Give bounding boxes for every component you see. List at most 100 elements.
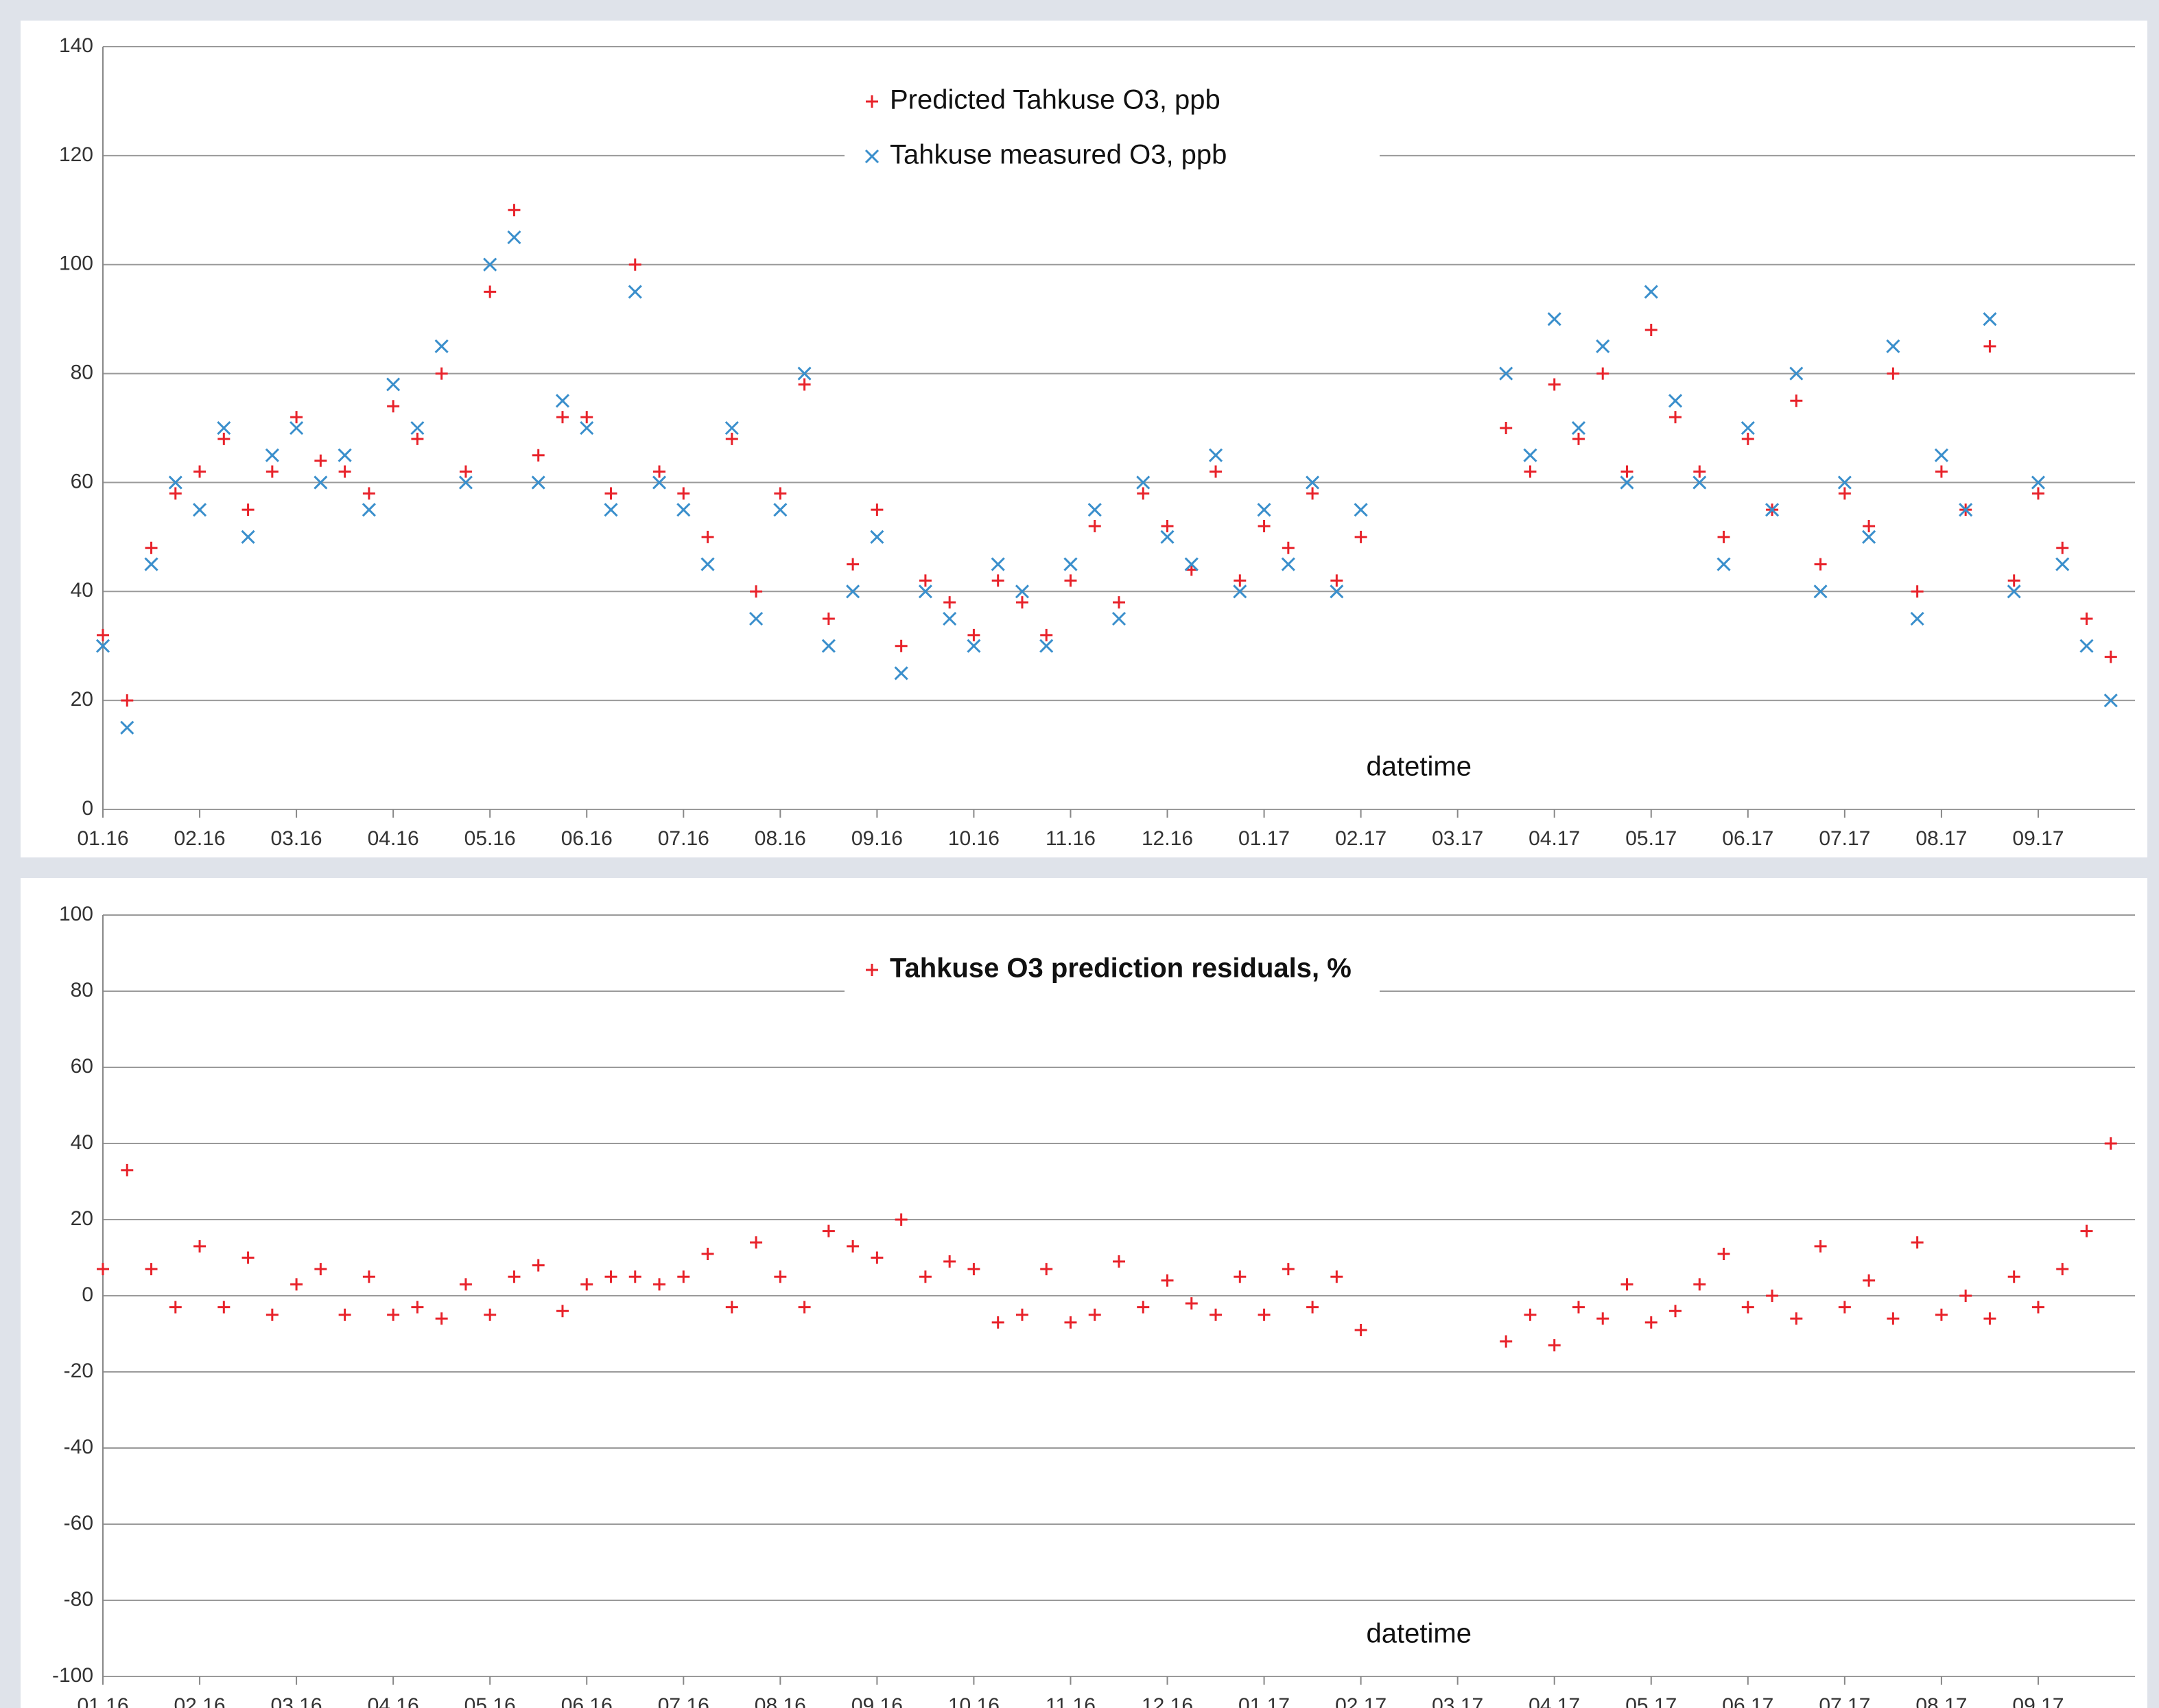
marker bbox=[797, 366, 812, 381]
marker bbox=[1910, 611, 1924, 626]
marker bbox=[1015, 1308, 1028, 1321]
marker bbox=[701, 530, 714, 543]
x-tick-label: 01.16 bbox=[77, 1694, 128, 1708]
marker bbox=[1500, 422, 1513, 434]
y-tick-label: -100 bbox=[52, 1664, 93, 1687]
x-tick-label: 01.16 bbox=[77, 827, 128, 850]
marker bbox=[1282, 1263, 1295, 1276]
marker bbox=[266, 465, 279, 478]
marker bbox=[895, 1213, 908, 1226]
marker bbox=[1210, 1308, 1223, 1321]
marker bbox=[1257, 503, 1271, 517]
y-tick-label: 0 bbox=[82, 797, 93, 820]
marker bbox=[750, 1236, 763, 1249]
marker bbox=[1693, 1278, 1706, 1291]
marker bbox=[1837, 475, 1852, 490]
marker bbox=[1620, 1278, 1633, 1291]
x-tick-label: 05.16 bbox=[464, 827, 516, 850]
marker bbox=[144, 557, 158, 571]
marker bbox=[387, 400, 400, 413]
marker bbox=[435, 1312, 448, 1325]
y-tick-label: -60 bbox=[64, 1512, 93, 1534]
marker bbox=[871, 1251, 884, 1264]
marker bbox=[314, 1263, 327, 1276]
marker bbox=[653, 465, 666, 478]
marker bbox=[362, 1270, 375, 1283]
marker bbox=[458, 475, 473, 490]
marker bbox=[217, 1301, 231, 1314]
x-tick-label: 03.17 bbox=[1432, 1694, 1483, 1708]
marker bbox=[1741, 420, 1755, 436]
y-tick-label: 0 bbox=[82, 1283, 93, 1306]
marker bbox=[217, 420, 231, 436]
marker bbox=[943, 596, 956, 609]
marker bbox=[725, 1301, 738, 1314]
marker bbox=[847, 558, 860, 571]
y-tick-label: 120 bbox=[59, 143, 93, 166]
marker bbox=[97, 628, 109, 641]
marker bbox=[2007, 574, 2020, 587]
marker bbox=[604, 487, 617, 500]
marker bbox=[1524, 1308, 1537, 1321]
marker bbox=[1330, 584, 1344, 599]
marker bbox=[266, 1308, 279, 1321]
y-tick-label: 140 bbox=[59, 34, 93, 57]
x-tick-label: 03.16 bbox=[271, 1694, 322, 1708]
marker bbox=[1669, 411, 1682, 424]
y-tick-label: 40 bbox=[71, 1131, 93, 1154]
x-tick-label: 09.16 bbox=[851, 827, 903, 850]
marker bbox=[1814, 1240, 1827, 1253]
marker bbox=[1693, 465, 1706, 478]
marker bbox=[1258, 1308, 1271, 1321]
marker bbox=[1523, 448, 1537, 462]
marker bbox=[991, 1316, 1004, 1329]
marker bbox=[677, 1270, 690, 1283]
marker bbox=[919, 574, 932, 587]
x-tick-label: 06.16 bbox=[561, 1694, 613, 1708]
marker bbox=[484, 1308, 497, 1321]
marker bbox=[676, 503, 691, 517]
marker bbox=[2104, 650, 2117, 663]
x-tick-label: 06.16 bbox=[561, 827, 613, 850]
x-tick-label: 07.17 bbox=[1819, 1694, 1870, 1708]
marker bbox=[1160, 530, 1175, 544]
marker bbox=[362, 503, 376, 517]
marker bbox=[2055, 557, 2070, 571]
marker bbox=[507, 230, 521, 245]
marker bbox=[1983, 312, 1997, 327]
marker bbox=[192, 503, 207, 517]
y-tick-label: -40 bbox=[64, 1436, 93, 1458]
x-tick-label: 12.16 bbox=[1142, 1694, 1193, 1708]
x-tick-label: 12.16 bbox=[1142, 827, 1193, 850]
x-tick-label: 02.17 bbox=[1335, 1694, 1387, 1708]
marker bbox=[1039, 639, 1054, 653]
marker bbox=[1258, 519, 1271, 532]
marker bbox=[773, 503, 788, 517]
marker bbox=[991, 557, 1005, 571]
marker bbox=[2031, 487, 2044, 500]
marker bbox=[798, 1301, 811, 1314]
marker bbox=[2080, 1224, 2093, 1237]
x-tick-label: 04.17 bbox=[1529, 827, 1580, 850]
marker bbox=[628, 258, 641, 271]
marker bbox=[483, 257, 497, 272]
marker bbox=[95, 639, 110, 653]
marker bbox=[1644, 1316, 1657, 1329]
marker bbox=[1548, 1339, 1561, 1352]
x-tick-label: 05.17 bbox=[1625, 1694, 1677, 1708]
y-tick-label: 100 bbox=[59, 903, 93, 925]
marker bbox=[1717, 530, 1730, 543]
marker bbox=[677, 487, 690, 500]
marker bbox=[434, 339, 449, 353]
legend-marker bbox=[866, 964, 878, 976]
marker bbox=[1838, 1301, 1851, 1314]
marker bbox=[1354, 1323, 1367, 1336]
marker bbox=[1668, 394, 1683, 408]
marker bbox=[1887, 1312, 1900, 1325]
marker bbox=[1064, 1316, 1077, 1329]
marker bbox=[1741, 432, 1754, 445]
marker bbox=[1306, 487, 1319, 500]
x-tick-label: 05.17 bbox=[1625, 827, 1677, 850]
